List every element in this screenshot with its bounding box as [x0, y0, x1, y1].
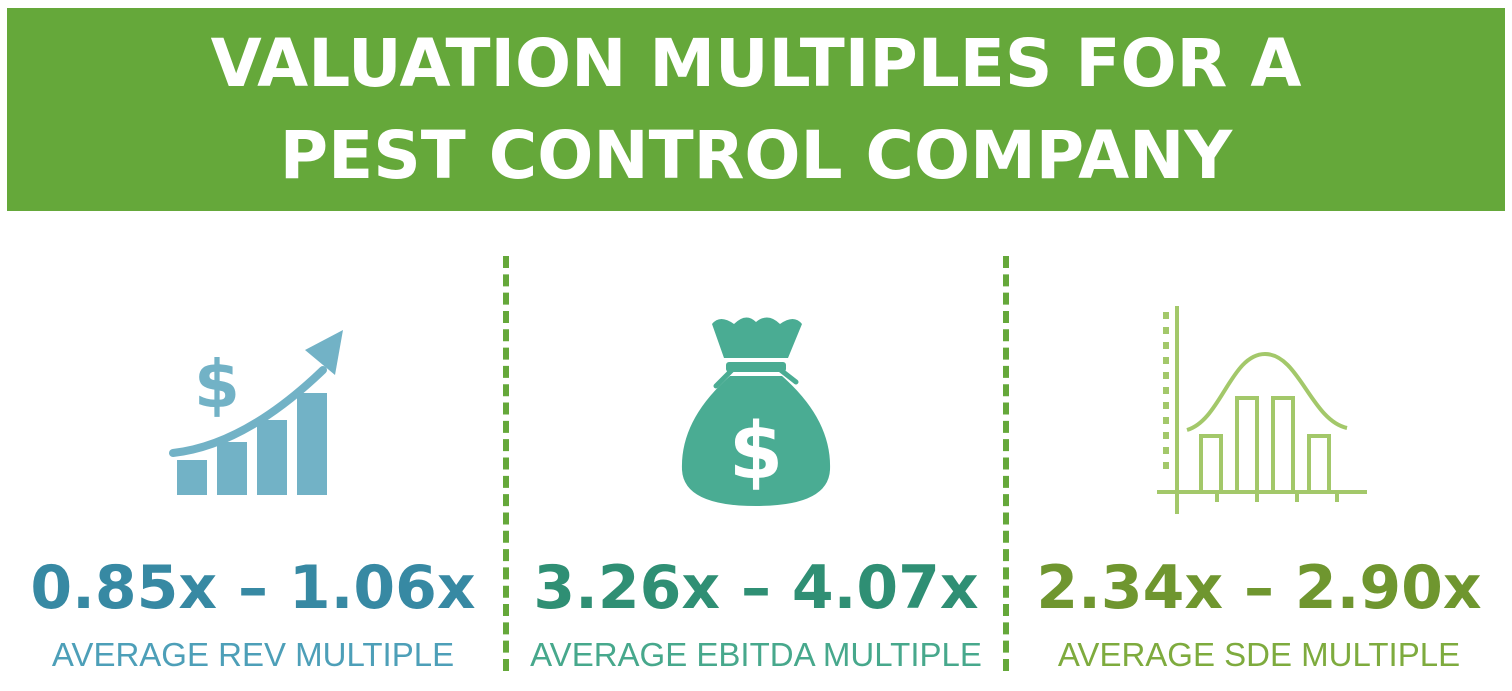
- column-divider-1: [503, 256, 509, 671]
- rev-multiple-label: AVERAGE REV MULTIPLE: [51, 636, 455, 673]
- metric-sde: 2.34x – 2.90x AVERAGE SDE MULTIPLE: [1006, 0, 1512, 691]
- metric-ebitda: $ 3.26x – 4.07x AVERAGE EBITDA MULTIPLE: [506, 0, 1006, 691]
- title-banner: VALUATION MULTIPLES FOR A PEST CONTROL C…: [7, 8, 1505, 211]
- title-line-1: VALUATION MULTIPLES FOR A: [210, 24, 1302, 102]
- metric-revenue: $ 0.85x – 1.06x AVERAGE REV MULTIPLE: [0, 0, 506, 691]
- column-divider-2: [1003, 256, 1009, 671]
- dollar-sign-icon: $: [194, 346, 240, 423]
- bell-curve-histogram-icon: [1157, 306, 1367, 514]
- ebitda-multiple-label: AVERAGE EBITDA MULTIPLE: [530, 636, 982, 673]
- dollar-sign-icon: $: [729, 407, 783, 497]
- sde-multiple-label: AVERAGE SDE MULTIPLE: [1057, 636, 1461, 673]
- title-line-2: PEST CONTROL COMPANY: [279, 116, 1233, 194]
- revenue-growth-chart-icon: $: [169, 330, 343, 495]
- rev-multiple-value: 0.85x – 1.06x: [30, 553, 476, 623]
- ebitda-multiple-value: 3.26x – 4.07x: [533, 553, 979, 623]
- money-bag-icon: $: [681, 317, 831, 506]
- sde-multiple-value: 2.34x – 2.90x: [1036, 553, 1482, 623]
